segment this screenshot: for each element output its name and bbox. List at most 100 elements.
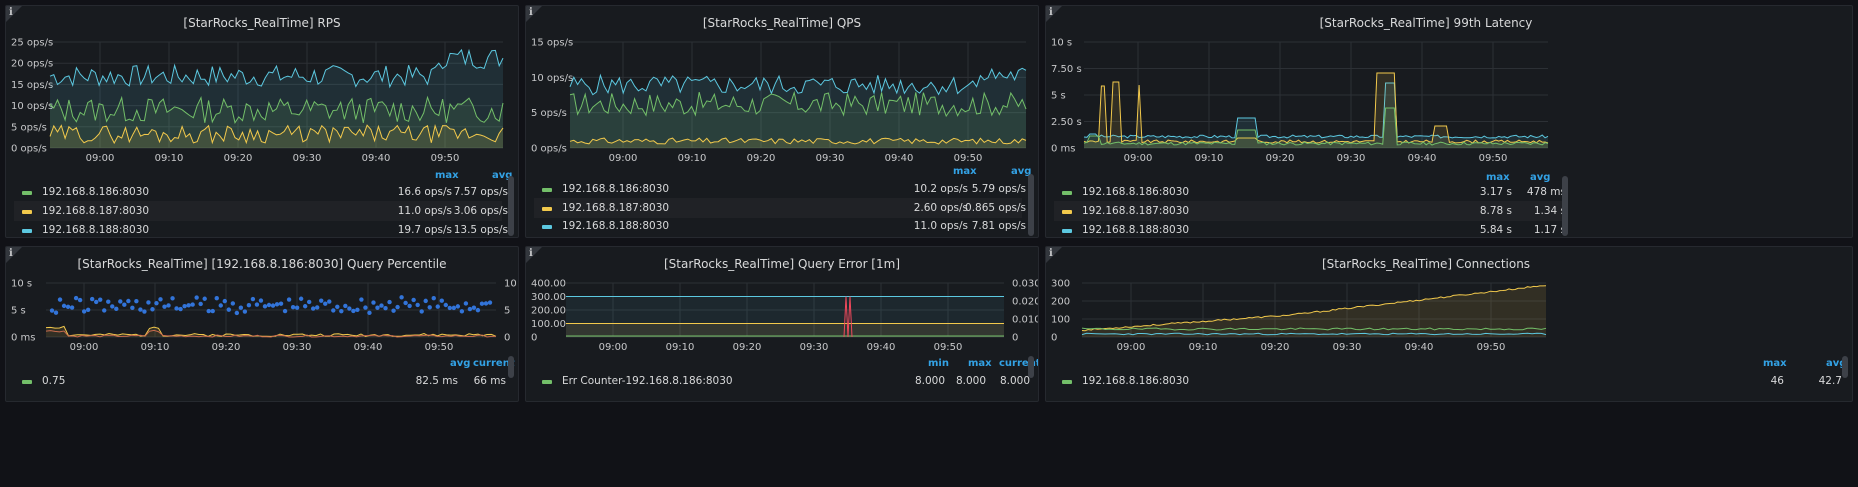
series-name: 192.168.8.186:8030 xyxy=(1082,186,1190,198)
legend-row[interactable]: 192.168.8.187:8030 2.60 ops/s 0.865 ops/… xyxy=(534,198,1026,218)
info-icon[interactable]: i xyxy=(1049,7,1053,18)
info-icon[interactable]: i xyxy=(9,248,13,259)
legend-header-min[interactable]: min xyxy=(928,358,949,369)
percentile-point xyxy=(166,303,171,308)
legend-scrollbar[interactable] xyxy=(1842,356,1848,378)
legend-scrollbar[interactable] xyxy=(508,176,514,236)
percentile-point xyxy=(475,307,481,313)
legend-header-avg[interactable]: avg xyxy=(492,170,513,181)
legend-row[interactable]: 192.168.8.187:8030 11.0 ops/s 3.06 ops/s xyxy=(14,201,508,221)
x-tick-label: 09:50 xyxy=(934,342,963,353)
x-tick-label: 09:20 xyxy=(1266,153,1295,164)
panel-title[interactable]: [StarRocks_RealTime] QPS xyxy=(702,16,862,30)
percentile-point xyxy=(459,309,465,314)
series-yellow xyxy=(1083,72,1549,144)
legend-scrollbar[interactable] xyxy=(508,356,514,378)
legend-header-max[interactable]: max xyxy=(1486,172,1510,183)
graph-connections: 300 200 100 0 09:00 09:10 09:20 09:30 09:40 09:50 xyxy=(1051,279,1547,353)
x-tick-label: 09:20 xyxy=(1261,342,1290,353)
legend-row[interactable]: 192.168.8.188:8030 5.84 s 1.17 s xyxy=(1054,220,1566,237)
legend-row[interactable]: 192.168.8.188:8030 11.0 ops/s 7.81 ops/s xyxy=(534,216,1026,236)
legend-row[interactable]: 192.168.8.188:8030 19.7 ops/s 13.5 ops/s xyxy=(14,220,508,237)
panel-info-corner[interactable] xyxy=(526,6,542,22)
legend-scrollbar[interactable] xyxy=(1028,174,1034,236)
info-icon[interactable]: i xyxy=(9,7,13,18)
percentile-point xyxy=(435,304,440,309)
percentile-point xyxy=(230,301,236,306)
info-icon[interactable]: i xyxy=(529,7,533,18)
panel-title[interactable]: [StarRocks_RealTime] 99th Latency xyxy=(1319,16,1533,30)
legend-header-max[interactable]: max xyxy=(1763,358,1787,369)
legend-header-max[interactable]: max xyxy=(953,166,977,177)
panel-query-error[interactable]: i [StarRocks_RealTime] Query Error [1m] … xyxy=(525,246,1039,402)
y-tick-label: 0 ms xyxy=(1051,144,1076,155)
percentile-point xyxy=(455,304,461,309)
x-tick-label: 09:20 xyxy=(733,342,762,353)
panel-connections[interactable]: i [StarRocks_RealTime] Connections 300 20… xyxy=(1045,246,1853,402)
series-cyan xyxy=(569,67,1027,96)
legend-row[interactable]: 0.75 82.5 ms 66 ms xyxy=(14,371,506,391)
legend-header-current[interactable]: current xyxy=(999,358,1039,369)
percentile-point xyxy=(270,303,276,308)
legend-header-avg[interactable]: avg xyxy=(1530,172,1551,183)
legend-row[interactable]: 192.168.8.186:8030 46 42.7 xyxy=(1054,371,1842,391)
panel-info-corner[interactable] xyxy=(1046,247,1062,263)
series-name: Err Counter-192.168.8.186:8030 xyxy=(562,375,733,387)
legend-header-avg[interactable]: avg xyxy=(450,358,471,369)
percentile-point xyxy=(57,297,63,302)
x-tick-label: 09:00 xyxy=(70,342,99,353)
info-icon[interactable]: i xyxy=(529,248,533,259)
legend-max: 46 xyxy=(1770,375,1784,387)
series-name: 192.168.8.186:8030 xyxy=(42,186,150,198)
series-name: 0.75 xyxy=(42,375,66,387)
legend-header-max[interactable]: max xyxy=(968,358,992,369)
legend-row[interactable]: 192.168.8.186:8030 3.17 s 478 ms xyxy=(1054,182,1566,202)
series-green xyxy=(1083,107,1549,146)
legend-row[interactable]: 192.168.8.187:8030 8.78 s 1.34 s xyxy=(1054,201,1566,221)
percentile-point xyxy=(391,308,396,313)
percentile-point xyxy=(170,296,175,301)
legend-row[interactable]: 192.168.8.186:8030 10.2 ops/s 5.79 ops/s xyxy=(534,179,1026,199)
percentile-point xyxy=(310,306,316,311)
y-tick-label: 0 ops/s xyxy=(11,144,47,155)
panel-99th-latency[interactable]: i [StarRocks_RealTime] 99th Latency 10 s… xyxy=(1045,5,1853,238)
info-icon[interactable]: i xyxy=(1049,248,1053,259)
y-tick-label: 10 ops/s xyxy=(11,101,53,112)
x-tick-label: 09:50 xyxy=(1479,153,1508,164)
series-cyan-fill xyxy=(1084,83,1548,148)
legend-header-avg[interactable]: avg xyxy=(1826,358,1847,369)
y-tick-label: 5 s xyxy=(11,306,26,317)
percentile-point xyxy=(294,305,300,310)
x-tick-label: 09:30 xyxy=(1337,153,1366,164)
panel-info-corner[interactable] xyxy=(6,247,22,263)
panel-rps[interactable]: i [StarRocks_RealTime] RPS 25 ops/s 20 op… xyxy=(5,5,519,238)
percentile-point xyxy=(194,295,199,300)
legend-header-avg[interactable]: avg xyxy=(1011,166,1032,177)
percentile-point xyxy=(487,300,493,305)
percentile-point xyxy=(89,296,95,302)
legend-header-max[interactable]: max xyxy=(435,170,459,181)
percentile-point xyxy=(126,298,131,304)
panel-title[interactable]: [StarRocks_RealTime] [192.168.8.186:8030… xyxy=(77,257,447,271)
percentile-point xyxy=(371,300,376,305)
panel-title[interactable]: [StarRocks_RealTime] Query Error [1m] xyxy=(664,257,900,271)
y2-tick-label: 0 xyxy=(504,333,510,344)
panel-qps[interactable]: i [StarRocks_RealTime] QPS 15 ops/s 10 op… xyxy=(525,5,1039,238)
percentile-point xyxy=(471,305,477,310)
panel-query-percentile[interactable]: i [StarRocks_RealTime] [192.168.8.186:80… xyxy=(5,246,519,402)
panel-info-corner[interactable] xyxy=(6,6,22,22)
legend-row[interactable]: 192.168.8.186:8030 16.6 ops/s 7.57 ops/s xyxy=(14,182,508,202)
legend-row[interactable]: Err Counter-192.168.8.186:8030 8.000 8.0… xyxy=(534,371,1030,391)
legend-header-current[interactable]: current xyxy=(473,358,515,369)
legend-scrollbar[interactable] xyxy=(1028,356,1034,378)
panel-title[interactable]: [StarRocks_RealTime] Connections xyxy=(1321,257,1531,271)
x-tick-label: 09:40 xyxy=(362,153,391,164)
panel-title[interactable]: [StarRocks_RealTime] RPS xyxy=(183,16,341,30)
percentile-point xyxy=(210,308,215,314)
y-tick-label: 10 s xyxy=(11,279,32,290)
series-yellow xyxy=(45,325,497,338)
legend-scrollbar[interactable] xyxy=(1562,176,1568,236)
panel-info-corner[interactable] xyxy=(1046,6,1062,22)
y-tick-label: 2.50 s xyxy=(1051,117,1082,128)
panel-info-corner[interactable] xyxy=(526,247,542,263)
